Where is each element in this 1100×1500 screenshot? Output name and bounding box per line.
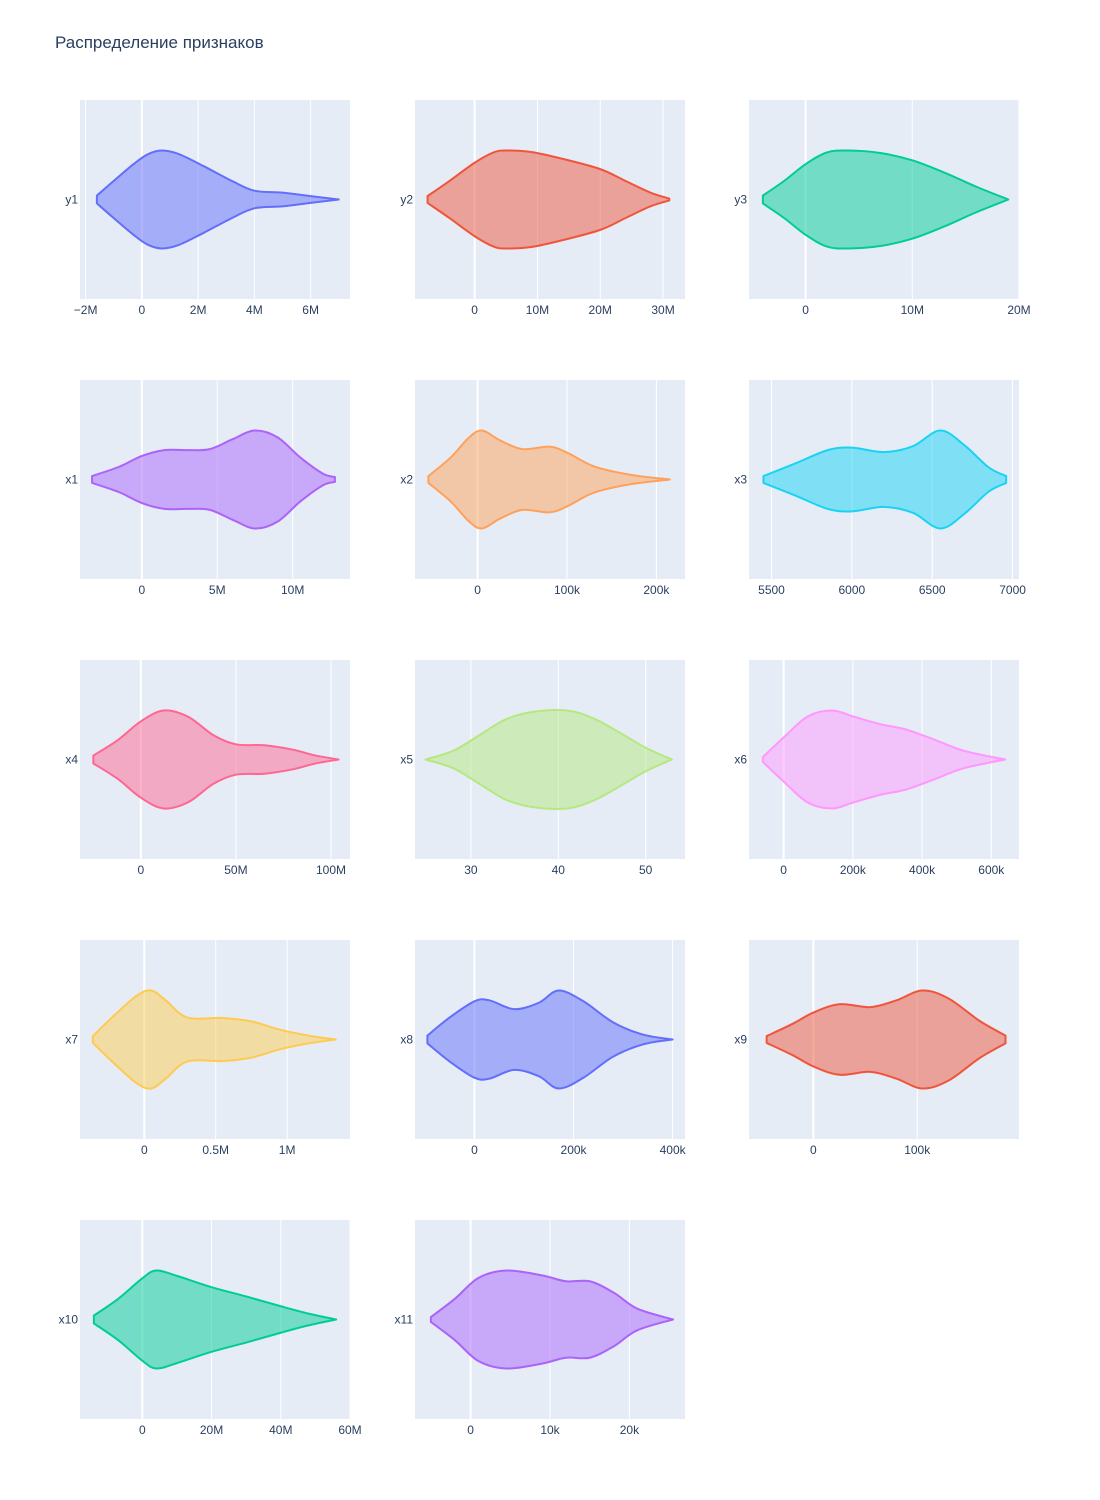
subplot-x7: x7 0 0.5M 1M xyxy=(65,940,350,1157)
x-tick-label: 10M xyxy=(901,303,924,317)
violin-x10 xyxy=(92,1269,338,1370)
x-tick-label: 20k xyxy=(620,1423,640,1437)
y-label-x3: x3 xyxy=(734,473,747,487)
x-tick-label: 100k xyxy=(904,1143,931,1157)
y-label-x8: x8 xyxy=(400,1033,413,1047)
x-tick-label: 400k xyxy=(660,1143,687,1157)
x-tick-label: 0 xyxy=(467,1423,474,1437)
subplot-y2: y2 0 10M 20M 30M xyxy=(400,100,685,317)
y-label-y2: y2 xyxy=(400,193,413,207)
x-tick-label: 200k xyxy=(643,583,670,597)
x-tick-label: 0 xyxy=(471,303,478,317)
violin-y3 xyxy=(761,149,1010,250)
x-tick-label: 40M xyxy=(269,1423,292,1437)
subplot-x8: x8 0 200k 400k xyxy=(400,940,687,1157)
violin-x6 xyxy=(761,709,1007,810)
subplot-x2: x2 0 100k 200k xyxy=(400,380,685,597)
x-tick-label: 5500 xyxy=(758,583,785,597)
x-tick-label: 600k xyxy=(978,863,1005,877)
x-tick-label: 0 xyxy=(139,303,146,317)
x-tick-label: 6000 xyxy=(839,583,866,597)
y-label-x10: x10 xyxy=(59,1313,79,1327)
x-tick-label: 1M xyxy=(279,1143,296,1157)
x-tick-label: 30M xyxy=(651,303,674,317)
violin-y2 xyxy=(426,149,671,250)
x-tick-label: 10M xyxy=(526,303,549,317)
y-label-y1: y1 xyxy=(65,193,78,207)
x-tick-label: 7000 xyxy=(999,583,1026,597)
y-label-x5: x5 xyxy=(400,753,413,767)
x-tick-label: 0 xyxy=(138,863,145,877)
x-tick-label: 50 xyxy=(639,863,653,877)
violin-x4 xyxy=(92,709,340,810)
x-tick-label: 2M xyxy=(190,303,207,317)
x-tick-label: 0 xyxy=(474,583,481,597)
x-tick-label: 10k xyxy=(540,1423,560,1437)
subplot-y3: y3 0 10M 20M xyxy=(734,100,1031,317)
subplot-y1: y1 −2M 0 2M 4M 6M xyxy=(65,100,350,317)
x-tick-label: 100M xyxy=(316,863,346,877)
subplot-x11: x11 0 10k 20k xyxy=(395,1220,685,1437)
subplot-x4: x4 0 50M 100M xyxy=(65,660,350,877)
x-tick-label: 0 xyxy=(138,583,145,597)
x-tick-label: 20M xyxy=(200,1423,223,1437)
x-tick-label: 50M xyxy=(224,863,247,877)
violin-x11 xyxy=(429,1269,675,1370)
violin-y1 xyxy=(95,149,340,250)
subplot-x3: x3 5500 6000 6500 7000 xyxy=(734,380,1026,597)
violin-x9 xyxy=(765,989,1007,1090)
y-label-y3: y3 xyxy=(734,193,747,207)
x-tick-label: 200k xyxy=(840,863,867,877)
violin-x8 xyxy=(426,989,674,1090)
x-tick-label: 0 xyxy=(802,303,809,317)
y-label-x9: x9 xyxy=(734,1033,747,1047)
x-tick-label: 0 xyxy=(139,1423,146,1437)
violin-x7 xyxy=(91,989,337,1090)
x-tick-label: 5M xyxy=(209,583,226,597)
x-tick-label: 4M xyxy=(246,303,263,317)
x-tick-label: 6M xyxy=(302,303,319,317)
x-tick-label: 6500 xyxy=(919,583,946,597)
subplot-x10: x10 0 20M 40M 60M xyxy=(59,1220,362,1437)
y-label-x1: x1 xyxy=(65,473,78,487)
y-label-x11: x11 xyxy=(395,1313,414,1327)
x-tick-label: 30 xyxy=(464,863,478,877)
violin-x2 xyxy=(427,429,671,530)
x-tick-label: 10M xyxy=(281,583,304,597)
violin-x3 xyxy=(762,429,1008,530)
x-tick-label: 0 xyxy=(810,1143,817,1157)
x-tick-label: 60M xyxy=(338,1423,361,1437)
subplot-x6: x6 0 200k 400k 600k xyxy=(734,660,1019,877)
y-label-x2: x2 xyxy=(400,473,413,487)
chart-title: Распределение признаков xyxy=(55,33,264,52)
x-tick-label: 0 xyxy=(141,1143,148,1157)
subplot-x5: x5 30 40 50 xyxy=(400,660,685,877)
y-label-x6: x6 xyxy=(734,753,747,767)
violin-x1 xyxy=(91,429,336,530)
x-tick-label: 200k xyxy=(561,1143,588,1157)
x-tick-label: 400k xyxy=(909,863,936,877)
x-tick-label: 40 xyxy=(552,863,566,877)
x-tick-label: 100k xyxy=(554,583,581,597)
violin-x5 xyxy=(424,709,673,810)
subplot-x9: x9 0 100k xyxy=(734,940,1019,1157)
x-tick-label: 0 xyxy=(780,863,787,877)
x-tick-label: 20M xyxy=(1007,303,1030,317)
x-tick-label: 0 xyxy=(471,1143,478,1157)
y-label-x7: x7 xyxy=(65,1033,78,1047)
x-tick-label: 20M xyxy=(589,303,612,317)
x-tick-label: −2M xyxy=(74,303,98,317)
x-tick-label: 0.5M xyxy=(202,1143,229,1157)
subplot-x1: x1 0 5M 10M xyxy=(65,380,350,597)
y-label-x4: x4 xyxy=(65,753,78,767)
